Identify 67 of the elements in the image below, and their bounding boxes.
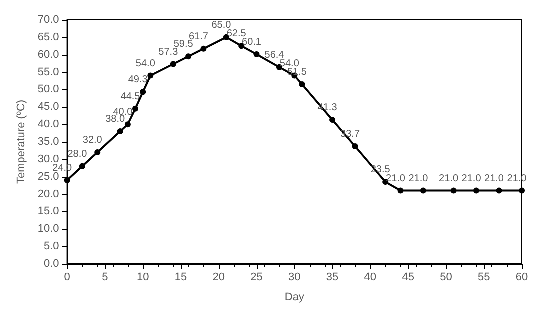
point	[140, 89, 146, 96]
x-tick-label: 40	[364, 272, 377, 284]
point	[450, 188, 457, 194]
x-axis-title: Day	[284, 292, 305, 304]
point	[330, 117, 336, 124]
point	[352, 144, 358, 150]
point	[186, 54, 192, 60]
x-tick-label: 45	[402, 272, 414, 284]
data-label: 21.0	[439, 173, 459, 184]
data-label: 44.5	[120, 91, 141, 102]
x-tick-label: 35	[326, 272, 339, 284]
data-label: 21.0	[462, 173, 482, 184]
y-axis-title: Temperature (ºC)	[16, 100, 28, 184]
point	[519, 188, 525, 194]
y-tick-label: 10.0	[38, 223, 60, 236]
point	[474, 188, 480, 194]
x-tick-label: 55	[478, 272, 490, 284]
point	[64, 177, 70, 184]
y-tick-label: 35.0	[38, 136, 60, 148]
point	[200, 46, 207, 52]
point	[117, 128, 124, 135]
x-tick-label: 15	[174, 272, 188, 284]
point	[79, 163, 86, 170]
data-label: 54.0	[136, 58, 156, 70]
data-label: 32.0	[82, 134, 103, 146]
data-label: 57.3	[158, 46, 179, 58]
y-tick-label: 30.0	[38, 153, 60, 166]
point	[94, 149, 101, 156]
y-tick-label: 15.0	[38, 206, 60, 218]
x-tick-label: 25	[250, 272, 263, 284]
y-tick-label: 20.0	[38, 188, 60, 200]
x-tick-label: 30	[288, 272, 301, 284]
x-tick-label: 0	[64, 272, 70, 284]
x-tick-label: 20	[212, 272, 225, 284]
data-label: 28.0	[68, 148, 88, 160]
y-tick-label: 0.0	[44, 258, 60, 270]
data-label: 56.4	[264, 50, 285, 61]
point	[148, 72, 154, 79]
data-label: 51.5	[288, 66, 308, 78]
data-label: 21.0	[386, 173, 406, 184]
data-label: 49.3	[128, 74, 148, 86]
point	[496, 188, 502, 194]
y-tick-label: 40.0	[38, 118, 60, 131]
point	[420, 188, 426, 194]
data-label: 54.0	[280, 58, 300, 70]
y-tick-label: 5.0	[44, 240, 60, 253]
data-label: 60.1	[242, 37, 262, 48]
x-tick-label: 5	[102, 272, 108, 284]
point	[132, 106, 139, 112]
y-tick-label: 45.0	[38, 101, 60, 114]
y-tick-label: 55.0	[38, 66, 60, 78]
point	[124, 122, 131, 128]
data-label: 21.0	[408, 173, 429, 184]
point	[170, 61, 176, 68]
x-tick-label: 10	[136, 272, 150, 284]
y-tick-label: 60.0	[38, 48, 60, 61]
data-label: 65.0	[212, 20, 232, 31]
y-tick-label: 65.0	[38, 31, 60, 44]
y-tick-label: 50.0	[38, 84, 60, 96]
point	[299, 81, 306, 88]
x-tick-label: 60	[516, 272, 528, 284]
y-tick-label: 70.0	[38, 14, 60, 26]
point	[254, 52, 260, 58]
point	[398, 188, 404, 194]
x-tick-label: 50	[440, 272, 452, 284]
data-label: 21.0	[484, 173, 504, 184]
y-tick-label: 25.0	[38, 170, 60, 183]
